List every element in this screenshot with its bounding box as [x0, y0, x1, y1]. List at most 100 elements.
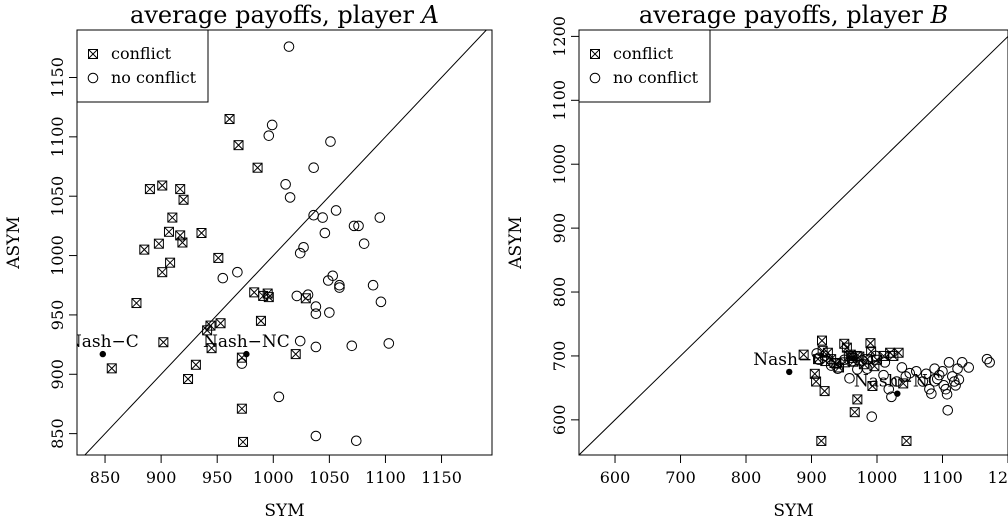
- conflict-point: [165, 257, 176, 268]
- conflict-point: [175, 184, 186, 195]
- conflict-point: [213, 252, 224, 263]
- no-conflict-point: [926, 388, 937, 399]
- no-conflict-point: [883, 383, 895, 395]
- y-tick-label: 1000: [48, 235, 67, 276]
- legend: conflict no conflict: [578, 29, 711, 103]
- conflict-point: [153, 238, 164, 249]
- nash-label: Nash−NC: [854, 372, 941, 392]
- no-conflict-point: [940, 383, 952, 395]
- no-conflict-point: [891, 376, 902, 387]
- x-tick-label: 1200: [988, 468, 1008, 487]
- no-conflict-point: [838, 354, 850, 366]
- x-tick-label: 900: [796, 468, 827, 487]
- no-conflict-point: [284, 192, 296, 203]
- conflict-point: [811, 376, 822, 387]
- y-tick-label: 1050: [48, 176, 67, 217]
- conflict-point: [819, 386, 830, 397]
- legend-label: conflict: [613, 44, 674, 63]
- y-tick-label: 950: [48, 300, 67, 331]
- conflict-point: [167, 212, 178, 223]
- no-conflict-point: [310, 301, 322, 312]
- no-conflict-point: [324, 307, 335, 318]
- plot-area: Nash−C Nash−NC: [67, 30, 488, 455]
- y-tick-label: 1100: [550, 80, 569, 121]
- conflict-point: [205, 320, 216, 331]
- no-conflict-point: [358, 238, 370, 249]
- conflict-point: [263, 292, 274, 303]
- nash-label: Nash−C: [753, 350, 825, 370]
- conflict-point: [139, 244, 150, 255]
- conflict-point: [157, 180, 168, 191]
- chart-title-variable: B: [929, 1, 948, 29]
- y-tick-label: 700: [550, 341, 569, 372]
- conflict-point: [867, 380, 878, 391]
- x-tick-label: 1050: [309, 468, 350, 487]
- conflict-point: [816, 335, 827, 346]
- x-tick-label: 1000: [857, 468, 898, 487]
- no-conflict-point: [280, 179, 291, 190]
- no-conflict-point: [310, 430, 322, 442]
- no-conflict-point: [933, 369, 945, 381]
- no-conflict-point: [879, 357, 891, 368]
- no-conflict-point: [383, 338, 395, 349]
- chart-title: average payoffs, player A: [130, 1, 439, 29]
- y-tick-label: 900: [550, 213, 569, 244]
- x-tick-label: 1100: [365, 468, 406, 487]
- conflict-point: [183, 374, 194, 385]
- no-conflict-point: [330, 205, 342, 216]
- no-conflict-point: [832, 363, 844, 375]
- no-conflict-point: [327, 270, 339, 282]
- no-conflict-point: [952, 363, 963, 375]
- conflict-point: [300, 293, 311, 304]
- no-conflict-point: [217, 272, 229, 284]
- no-conflict-point: [819, 350, 830, 362]
- conflict-point: [893, 347, 904, 358]
- conflict-point: [215, 318, 226, 329]
- conflict-point: [178, 194, 189, 205]
- conflict-point: [839, 338, 850, 349]
- x-tick-label: 1150: [421, 468, 462, 487]
- conflict-point: [177, 237, 188, 248]
- conflict-point: [249, 287, 260, 298]
- no-conflict-point: [896, 362, 908, 373]
- conflict-point: [865, 338, 876, 349]
- legend-box: [578, 29, 711, 103]
- no-conflict-point: [334, 282, 345, 293]
- y-axis-label: ASYM: [4, 216, 24, 270]
- no-conflict-point: [950, 380, 961, 391]
- no-conflict-point: [866, 411, 878, 422]
- y-tick-label: 1000: [550, 144, 569, 185]
- conflict-point: [252, 162, 263, 173]
- x-tick-label: 900: [146, 468, 177, 487]
- no-conflict-point: [920, 368, 932, 380]
- conflict-point: [175, 230, 186, 241]
- conflict-point: [869, 361, 880, 372]
- conflict-point: [238, 436, 248, 447]
- no-conflict-point: [367, 279, 379, 291]
- nash-label: Nash−NC: [203, 332, 290, 352]
- x-tick-label: 600: [600, 468, 631, 487]
- y-tick-label: 850: [48, 418, 67, 449]
- plot-frame: [76, 29, 493, 456]
- diagonal-line: [579, 35, 1008, 455]
- conflict-point: [206, 343, 217, 354]
- no-conflict-point: [291, 290, 303, 302]
- panel-player-b: average payoffs, player B SYM ASYM 600 700 80…: [506, 1, 1008, 521]
- no-conflict-point: [263, 130, 275, 141]
- conflict-point: [852, 394, 863, 405]
- no-conflict-point: [844, 373, 855, 384]
- conflict-point: [901, 435, 912, 446]
- no-conflict-point: [319, 227, 331, 239]
- no-conflict-point: [232, 266, 243, 278]
- no-conflict-point: [870, 350, 881, 362]
- no-conflict-point: [334, 279, 345, 291]
- y-tick-label: 800: [550, 277, 569, 308]
- no-conflict-point: [302, 289, 314, 301]
- no-conflict-point: [374, 212, 386, 223]
- x-tick-label: 950: [202, 468, 233, 487]
- chart-title: average payoffs, player B: [639, 1, 948, 29]
- nash-label: Nash−C: [67, 332, 139, 352]
- conflict-point: [816, 435, 827, 446]
- chart-title-text: average payoffs, player: [130, 1, 422, 29]
